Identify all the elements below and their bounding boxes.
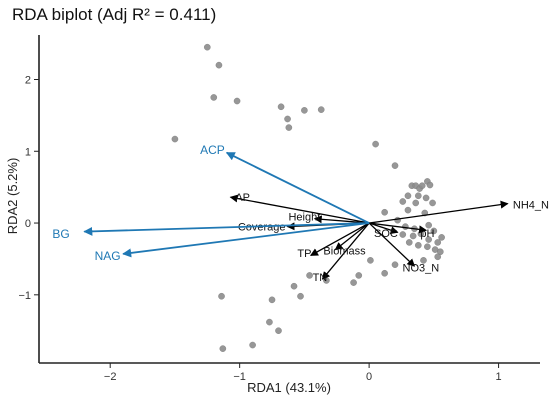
env-arrow-biomass bbox=[334, 222, 370, 251]
enzyme-arrow-label: NAG bbox=[95, 249, 121, 263]
data-point bbox=[409, 232, 417, 240]
data-point bbox=[404, 192, 412, 200]
data-point bbox=[404, 206, 412, 214]
data-point bbox=[277, 103, 285, 111]
env-arrow-tn bbox=[321, 222, 370, 280]
data-point bbox=[297, 292, 304, 300]
data-point bbox=[215, 61, 223, 69]
data-point bbox=[412, 199, 420, 207]
enzyme-arrow-bg bbox=[83, 222, 370, 236]
env-arrow-ap bbox=[229, 194, 370, 224]
y-tick-label: 2 bbox=[25, 74, 31, 86]
data-point bbox=[429, 199, 436, 207]
y-axis-title: RDA2 (5.2%) bbox=[5, 158, 20, 235]
data-point bbox=[402, 223, 409, 230]
axes: −2 −1 0 1 −1 0 1 2 bbox=[18, 35, 540, 383]
data-point bbox=[391, 162, 399, 169]
data-point bbox=[268, 296, 276, 304]
data-point bbox=[394, 216, 401, 224]
x-tick-label: −1 bbox=[233, 371, 246, 383]
data-point bbox=[367, 257, 374, 264]
data-point bbox=[284, 115, 291, 123]
data-point bbox=[415, 241, 422, 249]
env-arrow-no3_n bbox=[368, 222, 416, 267]
env-arrow-label: Biomass bbox=[323, 245, 366, 257]
enzyme-arrow-acp bbox=[225, 151, 370, 224]
data-point bbox=[210, 94, 218, 101]
data-point bbox=[317, 106, 325, 113]
data-point bbox=[275, 327, 282, 335]
data-point bbox=[372, 140, 379, 148]
env-arrow-height bbox=[313, 215, 370, 224]
chart-title: RDA biplot (Adj R² = 0.411) bbox=[12, 5, 216, 24]
data-point bbox=[381, 269, 388, 277]
enzyme-arrows: ACP BG NAG bbox=[52, 143, 370, 263]
env-arrow-label: NH4_N bbox=[513, 199, 549, 211]
data-point bbox=[249, 341, 256, 349]
data-point bbox=[426, 181, 434, 189]
env-arrow-label: SOC bbox=[374, 228, 398, 240]
data-point bbox=[420, 257, 427, 264]
data-point bbox=[425, 236, 432, 243]
data-point bbox=[415, 192, 422, 200]
env-arrow-label: Height bbox=[288, 212, 320, 224]
env-arrow-label: TP bbox=[297, 248, 311, 260]
env-arrow-label: Coverage bbox=[238, 222, 286, 234]
env-arrow-label: pH bbox=[420, 228, 434, 240]
data-point bbox=[266, 318, 273, 326]
data-point bbox=[434, 239, 442, 246]
sample-points bbox=[171, 43, 445, 352]
data-point bbox=[438, 234, 445, 241]
x-axis-title: RDA1 (43.1%) bbox=[247, 380, 331, 395]
data-point bbox=[391, 261, 399, 268]
enzyme-arrow-label: ACP bbox=[200, 143, 225, 157]
env-arrow-soc bbox=[368, 222, 399, 234]
data-point bbox=[434, 253, 442, 261]
data-point bbox=[422, 194, 430, 202]
data-point bbox=[301, 107, 308, 114]
data-point bbox=[290, 282, 298, 290]
data-point bbox=[350, 279, 357, 286]
data-point bbox=[203, 43, 211, 51]
enzyme-arrow-label: BG bbox=[52, 227, 69, 241]
env-arrow-nh4_n bbox=[369, 200, 509, 224]
data-point bbox=[306, 272, 313, 279]
data-point bbox=[399, 198, 407, 205]
data-point bbox=[381, 208, 388, 216]
data-point bbox=[233, 97, 241, 105]
env-arrow-ph bbox=[369, 222, 428, 234]
data-point bbox=[399, 231, 407, 238]
data-point bbox=[405, 239, 413, 246]
x-tick-label: 0 bbox=[366, 371, 372, 383]
data-point bbox=[218, 292, 225, 300]
y-tick-label: 0 bbox=[25, 218, 31, 230]
y-tick-label: 1 bbox=[25, 146, 31, 158]
data-point bbox=[355, 272, 363, 279]
data-point bbox=[418, 182, 426, 190]
data-point bbox=[285, 124, 293, 131]
data-point bbox=[171, 135, 179, 143]
env-arrow-label: TN bbox=[313, 272, 328, 284]
x-tick-label: −2 bbox=[104, 371, 117, 383]
enzyme-arrow-nag bbox=[122, 222, 370, 258]
env-arrow-label: NO3_N bbox=[403, 263, 440, 275]
data-point bbox=[430, 227, 438, 235]
x-tick-label: 1 bbox=[496, 371, 502, 383]
y-tick-label: −1 bbox=[18, 290, 31, 302]
env-arrow-label: AP bbox=[235, 192, 250, 204]
data-point bbox=[219, 345, 227, 352]
env-arrow-tp bbox=[309, 222, 370, 256]
data-point bbox=[424, 243, 431, 251]
data-point bbox=[425, 221, 432, 229]
